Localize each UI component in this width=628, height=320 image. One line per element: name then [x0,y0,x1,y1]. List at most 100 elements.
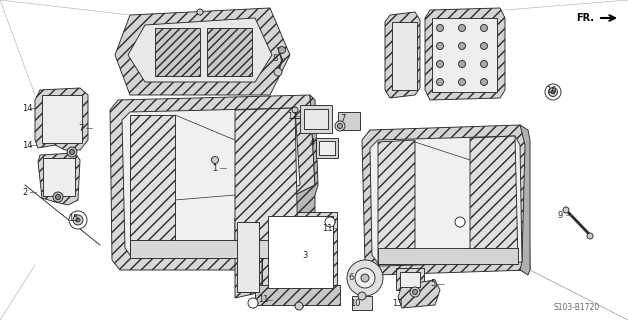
Polygon shape [115,8,290,95]
Text: 6: 6 [348,274,354,283]
Polygon shape [470,136,518,264]
Circle shape [212,156,219,164]
Circle shape [458,78,465,85]
Circle shape [480,43,487,50]
Circle shape [55,195,60,199]
Circle shape [480,25,487,31]
Circle shape [69,211,87,229]
Circle shape [67,147,77,157]
Bar [237,222,259,292]
Circle shape [480,60,487,68]
Bar [396,268,424,290]
Circle shape [335,121,345,131]
Bar [300,105,332,133]
Polygon shape [128,18,272,82]
Text: 10: 10 [350,299,360,308]
Circle shape [548,87,558,97]
Polygon shape [235,212,262,298]
Circle shape [436,43,443,50]
Circle shape [551,90,555,94]
Text: 12: 12 [287,111,298,121]
Polygon shape [425,8,505,100]
Bar [378,248,518,264]
Text: 7: 7 [340,114,345,123]
Circle shape [545,84,561,100]
Circle shape [436,78,443,85]
Polygon shape [130,115,175,255]
Polygon shape [370,136,522,266]
Circle shape [480,78,487,85]
Text: 9: 9 [558,211,563,220]
Circle shape [197,9,203,15]
Circle shape [458,43,465,50]
Polygon shape [385,12,420,98]
Circle shape [361,274,369,282]
Bar [262,212,337,292]
Text: S103-B1720: S103-B1720 [554,303,600,313]
Bar [352,296,372,310]
Bar [268,216,333,288]
Circle shape [292,107,298,113]
Bar [338,112,360,130]
Text: 5: 5 [430,279,435,289]
Polygon shape [38,153,80,205]
Text: 11: 11 [258,295,269,305]
Circle shape [337,124,342,129]
Bar [207,28,252,76]
Circle shape [70,149,75,155]
Text: 11: 11 [322,223,332,233]
Circle shape [358,292,366,300]
Polygon shape [110,95,315,270]
Bar [130,240,295,258]
Circle shape [563,207,569,213]
Text: 16: 16 [546,85,556,94]
Circle shape [410,287,420,297]
Bar [43,158,75,196]
Circle shape [248,298,258,308]
Circle shape [455,217,465,227]
Text: 14: 14 [22,103,33,113]
Circle shape [325,217,335,227]
Bar [42,95,82,143]
Polygon shape [398,280,440,308]
Bar [255,285,340,305]
Polygon shape [235,108,298,258]
Circle shape [413,290,418,294]
Circle shape [295,302,303,310]
Circle shape [436,60,443,68]
Circle shape [355,268,375,288]
Text: 13: 13 [392,300,403,308]
Polygon shape [378,140,415,265]
Circle shape [347,260,383,296]
Polygon shape [122,108,300,258]
Polygon shape [362,125,530,275]
Bar [432,18,497,92]
Circle shape [436,25,443,31]
Circle shape [458,60,465,68]
Circle shape [278,46,286,53]
Bar [319,141,335,155]
Bar [400,272,420,287]
Text: 4: 4 [310,138,315,147]
Polygon shape [290,95,318,270]
Text: 8: 8 [272,53,278,62]
Text: 15: 15 [68,213,78,222]
Circle shape [73,215,83,225]
Text: 3: 3 [302,251,307,260]
Text: FR.: FR. [576,13,594,23]
Polygon shape [520,125,530,275]
Text: 7: 7 [78,124,84,132]
Text: 1: 1 [212,164,217,172]
Circle shape [53,192,63,202]
Bar [304,109,328,129]
Circle shape [76,218,80,222]
Circle shape [274,68,282,76]
Bar [316,138,338,158]
Circle shape [458,25,465,31]
Bar [155,28,200,76]
Bar [392,22,417,90]
Text: 14: 14 [22,140,33,149]
Circle shape [587,233,593,239]
Text: 2: 2 [22,188,27,196]
Polygon shape [35,88,88,150]
